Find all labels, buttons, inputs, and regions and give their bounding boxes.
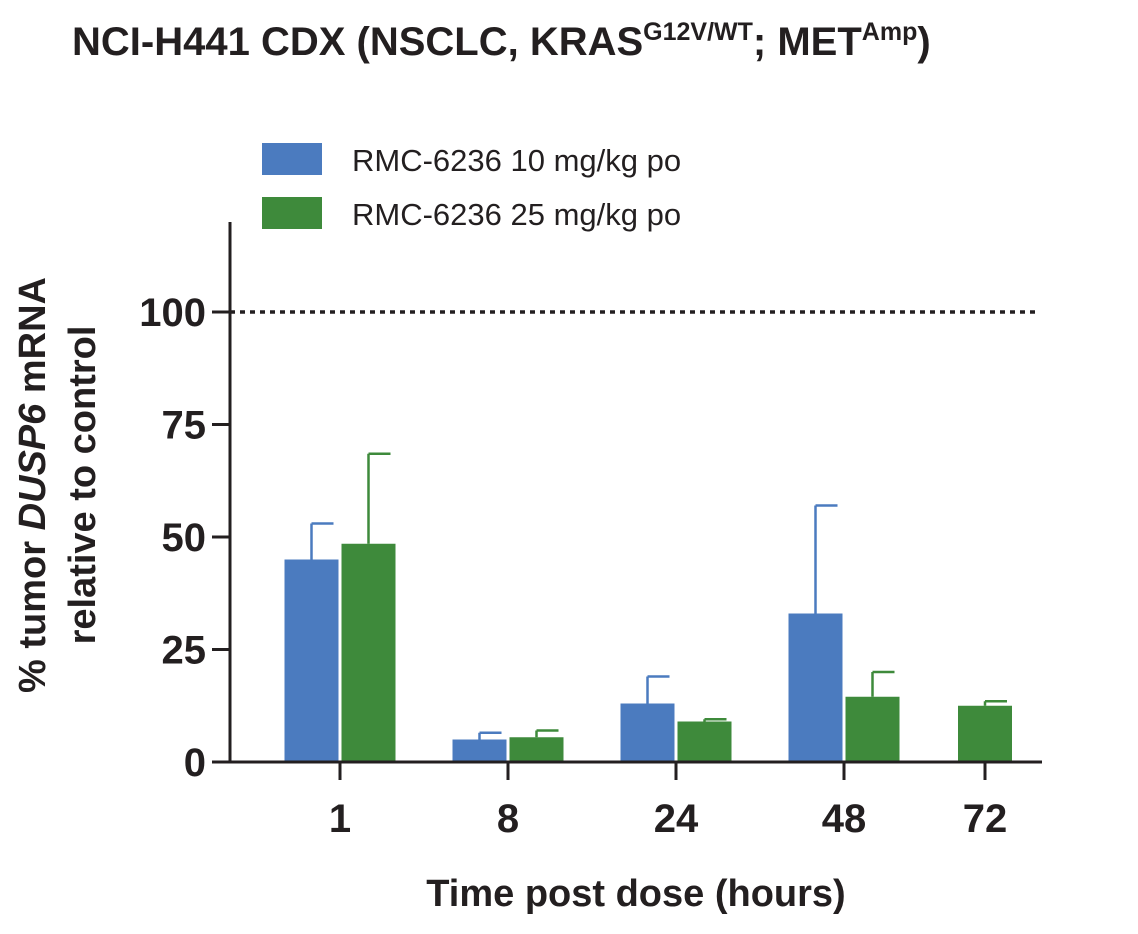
y-label-post: mRNA [12, 277, 54, 404]
legend-swatch-2 [262, 197, 322, 229]
bar-25mg-72h [958, 705, 1012, 762]
y-axis-label: % tumor DUSP6 mRNA relative to control [12, 277, 104, 693]
legend-swatch-1 [262, 143, 322, 175]
x-tick-label: 8 [497, 797, 519, 841]
legend-label-1: RMC-6236 10 mg/kg po [352, 143, 681, 178]
bar-25mg-8h [509, 737, 564, 762]
chart-title: NCI-H441 CDX (NSCLC, KRASG12V/WT; METAmp… [72, 18, 931, 64]
title-sup-kras: G12V/WT [643, 18, 753, 46]
y-tick-label: 50 [162, 516, 207, 560]
bar-25mg-24h [677, 721, 732, 762]
x-tick-label: 72 [963, 797, 1008, 841]
legend: RMC-6236 10 mg/kg po RMC-6236 25 mg/kg po [262, 143, 681, 232]
x-tick-label: 1 [329, 797, 351, 841]
y-label-gene: DUSP6 [12, 403, 54, 531]
bar-25mg-1h [341, 543, 396, 762]
legend-label-2: RMC-6236 25 mg/kg po [352, 197, 681, 232]
y-tick-label: 25 [162, 629, 207, 673]
y-axis-label-line2: relative to control [62, 326, 104, 645]
x-axis-label: Time post dose (hours) [426, 873, 845, 915]
title-end: ) [917, 20, 930, 64]
x-tick-label: 48 [822, 797, 867, 841]
bar-10mg-48h [788, 613, 843, 762]
y-axis-label-line1: % tumor DUSP6 mRNA [12, 277, 54, 693]
y-tick-label: 0 [184, 741, 206, 785]
bar-10mg-1h [284, 559, 339, 762]
bars [284, 452, 1012, 762]
y-label-pre: % tumor [12, 530, 54, 693]
bar-10mg-8h [452, 739, 507, 762]
title-mid: ; MET [753, 20, 862, 64]
x-tick-label: 24 [654, 797, 699, 841]
bar-10mg-24h [620, 703, 675, 762]
bar-25mg-48h [845, 696, 900, 762]
y-ticks: 0 25 50 75 100 [139, 291, 230, 785]
x-ticks: 1 8 24 48 72 [329, 762, 1007, 841]
y-tick-label: 100 [139, 291, 206, 335]
title-sup-met: Amp [862, 18, 918, 46]
y-tick-label: 75 [162, 404, 207, 448]
title-main: NCI-H441 CDX (NSCLC, KRAS [72, 20, 643, 64]
